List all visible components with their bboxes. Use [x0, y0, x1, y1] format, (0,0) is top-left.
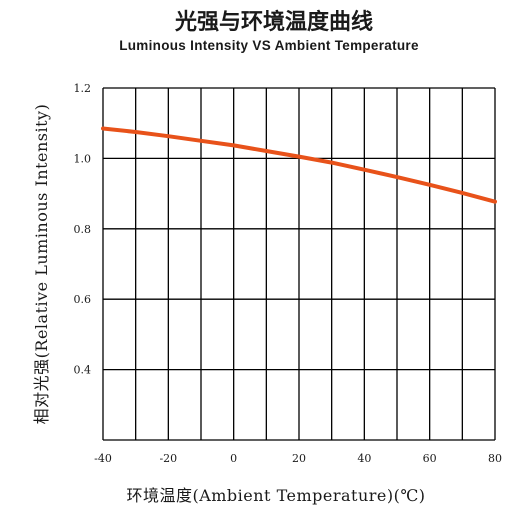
x-tick-label: 20 — [292, 452, 306, 465]
x-tick-label: -40 — [94, 452, 112, 465]
y-tick-label: 1.2 — [74, 82, 92, 95]
y-tick-label: 0.6 — [74, 293, 92, 306]
x-tick-label: 0 — [230, 452, 237, 465]
chart-title: 光强与环境温度曲线 — [174, 9, 373, 35]
x-tick-label: 40 — [357, 452, 371, 465]
x-tick-label: -20 — [159, 452, 177, 465]
x-axis-label: 环境温度(Ambient Temperature)(℃) — [126, 486, 425, 505]
y-tick-label: 1.0 — [74, 152, 92, 165]
y-tick-label: 0.8 — [74, 223, 92, 236]
series-line-0 — [101, 126, 497, 204]
y-axis-label: 相对光强(Relative Luminous Intensity) — [32, 104, 51, 425]
x-tick-label: 80 — [488, 452, 502, 465]
x-tick-label: 60 — [423, 452, 437, 465]
series-layer — [101, 126, 497, 204]
y-tick-label: 0.4 — [74, 364, 92, 377]
tick-labels: -40 -20 0 20 40 60 80 0.4 0.6 0.8 1.0 1.2 — [74, 82, 503, 465]
grid — [102, 87, 496, 441]
chart-subtitle: Luminous Intensity VS Ambient Temperatur… — [119, 38, 419, 53]
